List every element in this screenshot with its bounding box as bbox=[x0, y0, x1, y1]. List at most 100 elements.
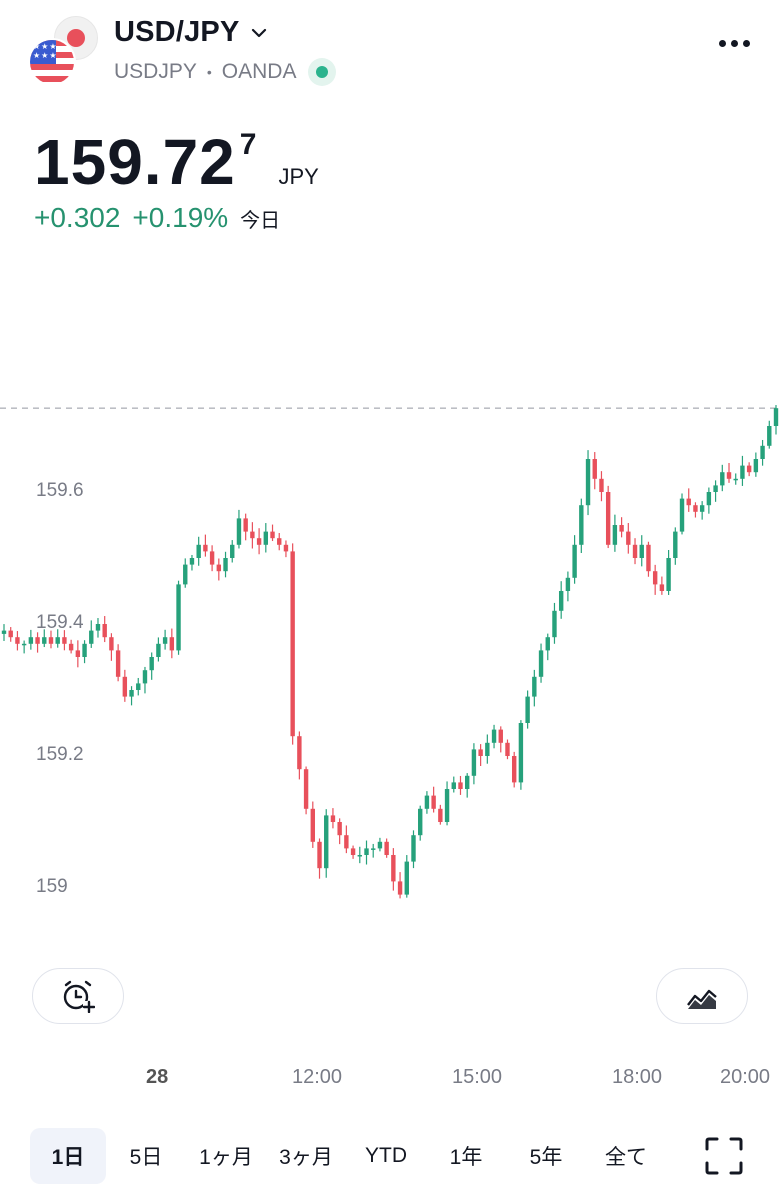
range-1d[interactable]: 1日 bbox=[30, 1128, 106, 1184]
candle-body bbox=[290, 551, 295, 737]
candle-body bbox=[223, 558, 228, 572]
candle-body bbox=[632, 544, 638, 558]
candle-body bbox=[95, 624, 101, 631]
candle-body bbox=[196, 544, 201, 558]
candle-body bbox=[371, 848, 376, 850]
candle-body bbox=[203, 544, 208, 552]
candle-body bbox=[545, 637, 550, 651]
candle-body bbox=[753, 459, 759, 473]
candle-body bbox=[350, 848, 356, 855]
candle-body bbox=[297, 736, 302, 770]
alarm-add-icon bbox=[63, 980, 95, 1013]
x-label-2000: 20:00 bbox=[720, 1066, 771, 1088]
range-3m[interactable]: 3ヶ月 bbox=[279, 1146, 333, 1169]
candle-body bbox=[646, 544, 651, 572]
y-tick-label: 159 bbox=[36, 876, 68, 897]
candle-body bbox=[733, 478, 738, 481]
candle-body bbox=[767, 426, 772, 446]
candle-body bbox=[377, 841, 383, 849]
range-all[interactable]: 全て bbox=[605, 1146, 647, 1169]
candle-body bbox=[324, 815, 329, 869]
candle-body bbox=[250, 531, 255, 539]
candle-body bbox=[122, 676, 128, 697]
range-5d[interactable]: 5日 bbox=[129, 1146, 163, 1169]
candle-body bbox=[585, 459, 591, 506]
candle-body bbox=[1, 630, 7, 634]
change-percent: +0.19% bbox=[132, 202, 229, 233]
candle-body bbox=[391, 855, 396, 882]
candle-body bbox=[713, 485, 718, 492]
candle-body bbox=[431, 795, 436, 809]
candle-body bbox=[652, 571, 658, 585]
candle-body bbox=[458, 782, 463, 789]
symbol-header: ★★★ ★★★ USD/JPY USDJPY • OANDA bbox=[0, 0, 780, 100]
candle-body bbox=[511, 756, 517, 783]
x-label-28: 28 bbox=[146, 1066, 169, 1088]
candle-body bbox=[666, 558, 671, 591]
range-ytd[interactable]: YTD bbox=[365, 1144, 407, 1167]
candle-body bbox=[183, 564, 188, 585]
more-options-icon[interactable] bbox=[719, 40, 750, 47]
chart-style-icon bbox=[687, 989, 717, 1009]
chart-style-button[interactable] bbox=[656, 968, 748, 1024]
last-price: 159.72 bbox=[34, 126, 236, 198]
market-status-icon[interactable] bbox=[308, 58, 337, 86]
candle-body bbox=[740, 465, 745, 479]
candle-body bbox=[438, 808, 443, 822]
candle-body bbox=[21, 643, 27, 646]
currency-pair-flags: ★★★ ★★★ bbox=[28, 16, 100, 88]
candle-body bbox=[673, 531, 678, 558]
x-label-1800: 18:00 bbox=[612, 1066, 663, 1088]
candle-body bbox=[310, 808, 315, 842]
candle-body bbox=[270, 531, 275, 539]
candle-body bbox=[15, 637, 20, 644]
range-1y[interactable]: 1年 bbox=[449, 1146, 483, 1169]
y-tick-label: 159.6 bbox=[36, 480, 84, 501]
candle-body bbox=[444, 789, 450, 822]
candle-body bbox=[89, 630, 94, 644]
candle-body bbox=[357, 855, 362, 857]
candle-body bbox=[465, 775, 470, 789]
x-label-1500: 15:00 bbox=[452, 1066, 503, 1088]
candle-body bbox=[538, 650, 544, 677]
chevron-down-icon bbox=[251, 28, 266, 37]
candle-body bbox=[68, 643, 74, 651]
candle-body bbox=[679, 498, 685, 532]
change-value: +0.302 bbox=[34, 202, 121, 233]
candle-body bbox=[693, 505, 698, 512]
candle-body bbox=[256, 538, 262, 545]
fullscreen-icon[interactable] bbox=[704, 1136, 744, 1176]
candle-body bbox=[726, 472, 732, 479]
y-tick-label: 159.4 bbox=[36, 612, 84, 633]
candle-body bbox=[384, 841, 389, 855]
candle-body bbox=[136, 683, 141, 690]
candle-body bbox=[42, 637, 47, 644]
candle-body bbox=[176, 584, 181, 651]
candle-body bbox=[686, 498, 691, 506]
add-alert-button[interactable] bbox=[32, 968, 124, 1024]
candle-body bbox=[277, 538, 282, 545]
candle-body bbox=[189, 558, 195, 565]
last-price-pip: 7 bbox=[239, 128, 257, 161]
candle-body bbox=[169, 637, 175, 651]
candle-body bbox=[505, 742, 510, 756]
symbol-selector[interactable]: USD/JPY bbox=[114, 16, 270, 49]
candle-body bbox=[773, 408, 779, 426]
candle-body bbox=[8, 630, 13, 638]
candle-body bbox=[283, 544, 289, 552]
range-1m[interactable]: 1ヶ月 bbox=[199, 1146, 253, 1169]
candle-body bbox=[760, 445, 765, 459]
candle-body bbox=[411, 835, 416, 862]
candle-body bbox=[525, 696, 530, 723]
range-5y[interactable]: 5年 bbox=[529, 1146, 563, 1169]
candle-body bbox=[619, 525, 624, 532]
candle-body bbox=[82, 643, 87, 657]
separator-dot: • bbox=[206, 64, 212, 80]
candle-body bbox=[418, 808, 423, 836]
candle-body bbox=[699, 505, 705, 512]
candle-body bbox=[243, 518, 248, 532]
candle-body bbox=[720, 472, 725, 486]
price-chart[interactable] bbox=[0, 380, 780, 940]
change-period: 今日 bbox=[240, 210, 281, 232]
candle-body bbox=[491, 729, 497, 743]
